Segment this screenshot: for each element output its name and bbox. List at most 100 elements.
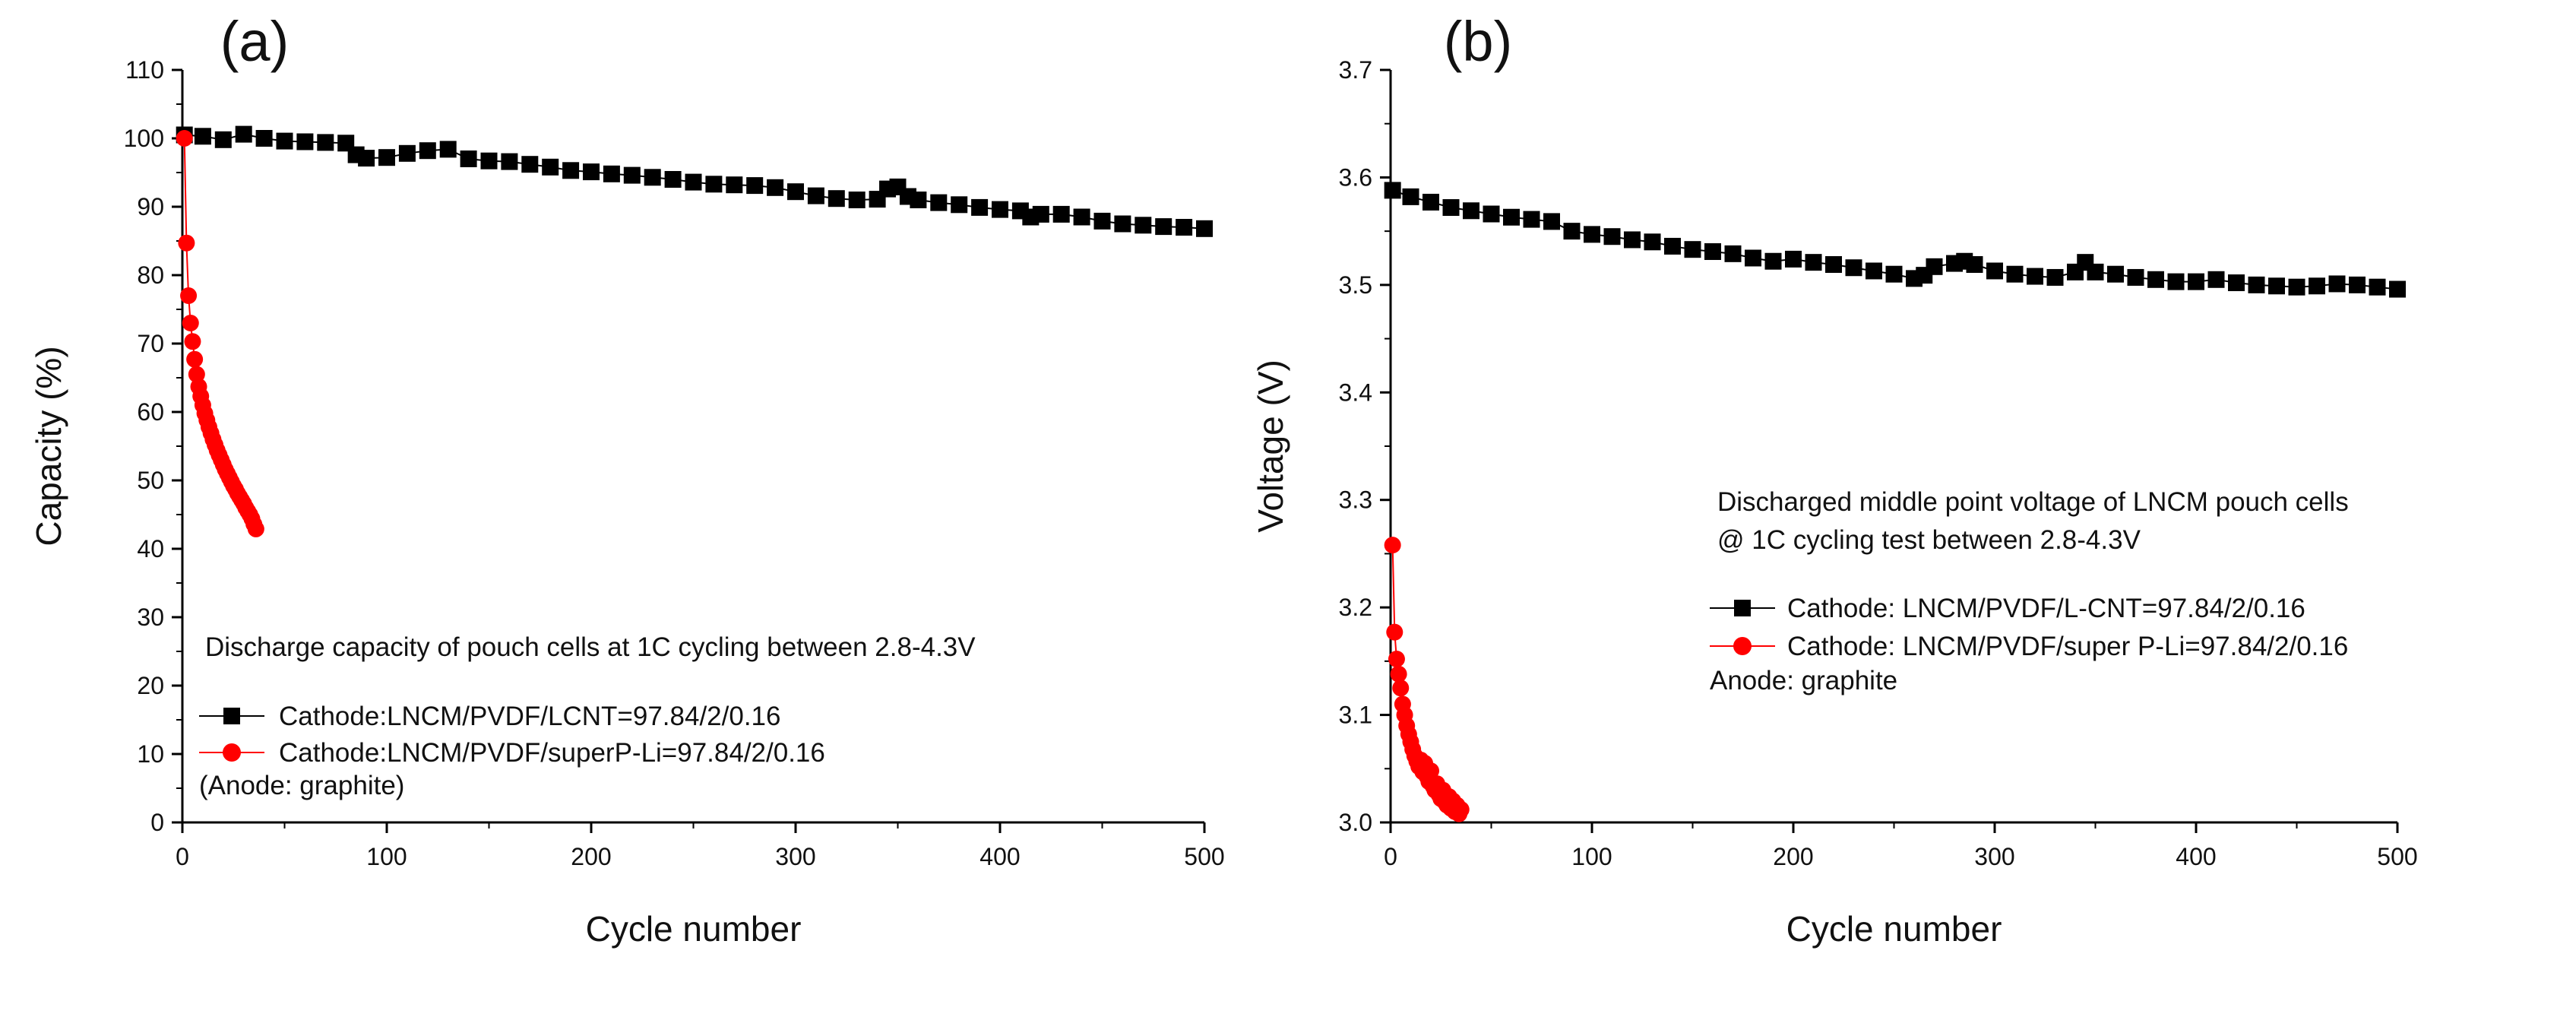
data-point [1452,801,1470,819]
data-point [603,165,620,182]
x-tick-label: 200 [1773,843,1813,870]
series-lcnt [176,125,1213,237]
annotation-text-line1: Discharged middle point voltage of LNCM … [1717,487,2349,517]
y-tick-label: 40 [137,535,164,562]
data-point [2107,265,2124,283]
data-point [358,150,375,167]
data-point [1724,245,1742,262]
data-point [317,134,334,151]
legend-label: Cathode: LNCM/PVDF/super P-Li=97.84/2/0.… [1787,632,2348,661]
data-point [1384,182,1401,199]
legend: Discharge capacity of pouch cells at 1C … [199,632,976,800]
data-point [255,130,273,147]
x-tick-label: 300 [1974,843,2014,870]
data-point [1845,259,1862,277]
data-point [2127,268,2144,286]
data-point [2027,268,2043,285]
data-point [1114,215,1131,233]
y-tick-label: 3.0 [1339,809,1372,836]
data-point [296,133,314,150]
data-point [2248,276,2265,293]
panel-label: (a) [220,10,289,73]
data-point [807,187,824,204]
data-point [235,125,252,143]
y-tick-label: 3.7 [1339,56,1372,84]
data-point [180,287,198,304]
data-point [2328,275,2346,293]
data-point [1704,243,1721,261]
data-point [930,194,948,211]
panel-a-capacity-chart: (a) 0 100 200 300 400 500 0 10 20 30 40 50 60 70 80 90 10… [29,10,1225,949]
data-point [2167,273,2185,290]
data-point [1563,223,1581,240]
data-point [848,192,866,208]
data-point [2349,276,2366,293]
data-point [2309,277,2325,295]
data-point [664,171,682,188]
data-point [1523,211,1540,228]
data-point [2006,265,2024,283]
data-point [1155,218,1172,236]
data-point [178,234,195,252]
data-point [176,130,193,147]
data-point [971,198,989,216]
data-point [1093,212,1111,230]
data-point [194,128,211,145]
data-point [2046,268,2064,286]
data-point [2268,277,2285,295]
x-tick-label: 100 [1571,843,1612,870]
data-point [1483,205,1500,223]
y-tick-label: 10 [137,740,164,768]
x-tick-label: 500 [1184,843,1224,870]
data-point [1388,651,1405,668]
x-tick-label: 400 [2176,843,2216,870]
data-point [2188,273,2204,290]
x-tick-label: 0 [176,843,189,870]
x-tick-label: 500 [2377,843,2417,870]
data-point [501,153,518,170]
data-point [1463,202,1479,220]
data-point [583,163,600,181]
data-point [1196,220,1213,237]
y-tick-label: 3.5 [1339,271,1372,299]
data-point [1805,254,1822,271]
data-point [182,315,199,331]
data-point [828,190,845,208]
legend-label: Cathode:LNCM/PVDF/LCNT=97.84/2/0.16 [279,702,780,731]
data-point [1386,623,1404,641]
legend: Discharged middle point voltage of LNCM … [1710,487,2349,695]
data-point [1503,208,1520,226]
data-point [1584,226,1600,243]
data-point [188,366,205,383]
series-lcnt [1384,182,2406,298]
data-point [1390,665,1407,683]
x-tick-label: 200 [571,843,611,870]
data-point [1135,217,1152,234]
legend-label: Cathode: LNCM/PVDF/L-CNT=97.84/2/0.16 [1787,594,2305,623]
data-point [1644,233,1661,251]
data-point [2228,274,2245,292]
data-point [1052,205,1070,223]
data-point [2147,271,2164,288]
y-tick-label: 50 [137,467,164,494]
data-point [1966,255,1983,273]
x-tick-label: 0 [1384,843,1397,870]
y-tick-label: 3.3 [1339,486,1372,514]
y-tick-label: 30 [137,604,164,631]
y-tick-label: 100 [124,125,164,152]
y-tick-label: 20 [137,672,164,699]
y-tick-label: 3.6 [1339,163,1372,191]
data-point [439,141,457,158]
data-point [992,201,1008,218]
data-point [1073,208,1090,226]
data-point [1624,231,1641,249]
series-superp-li [176,130,264,537]
legend-label: Cathode:LNCM/PVDF/superP-Li=97.84/2/0.16 [279,738,825,768]
data-point [1384,537,1401,554]
data-point [746,177,764,195]
data-point [726,176,743,194]
data-point [2207,271,2225,288]
x-axis-title: Cycle number [1786,909,2002,949]
y-tick-label: 60 [137,398,164,426]
y-tick-label: 3.1 [1339,702,1372,729]
